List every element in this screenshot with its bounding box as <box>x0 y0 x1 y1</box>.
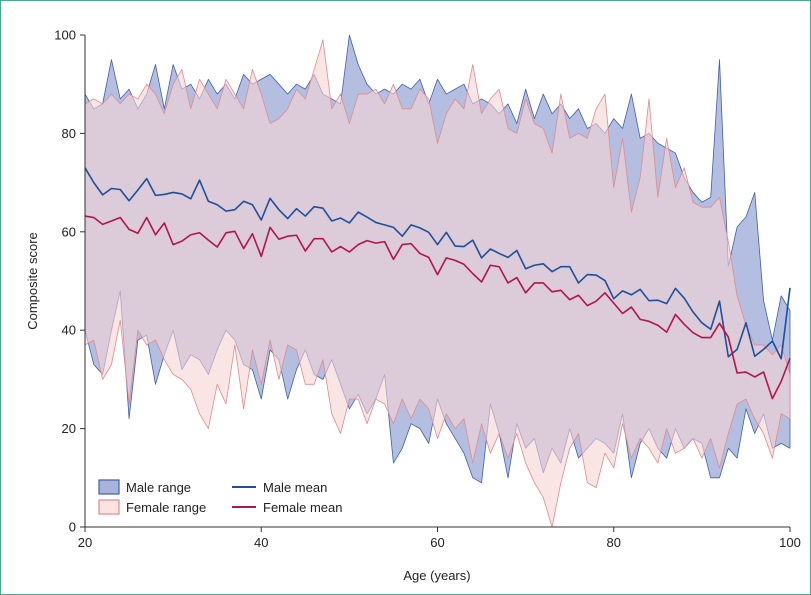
legend-label-male-mean: Male mean <box>263 480 327 495</box>
legend: Male range Female range Male mean Female… <box>98 479 342 515</box>
x-axis: 20 40 60 80 100 <box>78 526 801 550</box>
female-range-band <box>84 39 791 528</box>
legend-swatch-male-range <box>98 479 120 495</box>
x-tick-label: 100 <box>779 535 801 550</box>
range-bands <box>84 34 791 528</box>
y-axis-title: Composite score <box>25 232 40 330</box>
y-tick-label: 0 <box>69 520 76 535</box>
x-tick-label: 80 <box>607 535 621 550</box>
x-tick-label: 20 <box>78 535 92 550</box>
y-tick-label: 80 <box>62 126 76 141</box>
female-mean-line <box>84 215 791 400</box>
y-tick-label: 100 <box>54 28 76 43</box>
male-mean-line <box>84 167 791 360</box>
legend-label-male-range: Male range <box>126 480 191 495</box>
legend-label-female-mean: Female mean <box>263 500 342 515</box>
x-tick-label: 40 <box>254 535 268 550</box>
y-tick-label: 40 <box>62 323 76 338</box>
legend-label-female-range: Female range <box>126 500 206 515</box>
mean-lines <box>84 167 791 400</box>
y-tick-label: 60 <box>62 224 76 239</box>
legend-swatch-female-range <box>98 499 120 515</box>
x-tick-label: 60 <box>430 535 444 550</box>
y-axis: 0 20 40 60 80 100 <box>54 28 86 535</box>
x-axis-title: Age (years) <box>403 568 470 583</box>
y-tick-label: 20 <box>62 421 76 436</box>
